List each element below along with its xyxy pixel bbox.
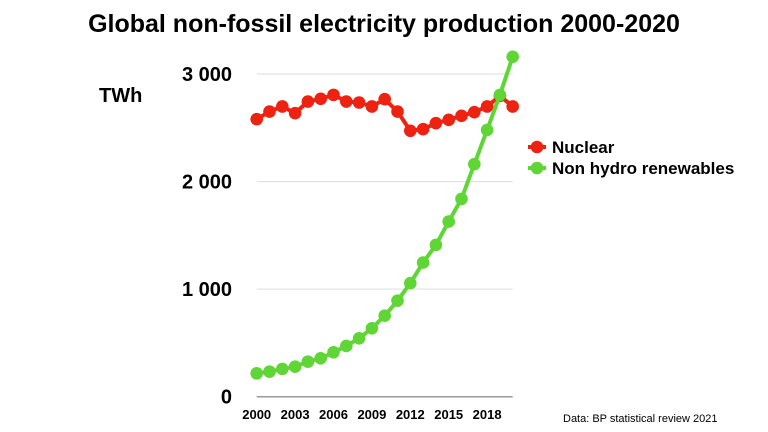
data-point bbox=[327, 88, 340, 102]
data-point bbox=[480, 100, 494, 113]
y-tick-label: 3 000 bbox=[182, 64, 232, 86]
data-point bbox=[506, 50, 519, 64]
data-point bbox=[429, 116, 443, 130]
y-tick-label: 1 000 bbox=[182, 279, 232, 301]
data-point bbox=[468, 105, 481, 119]
data-point bbox=[442, 215, 456, 228]
series-1 bbox=[250, 50, 519, 380]
source-annotation: Data: BP statistical review 2021 bbox=[563, 413, 717, 425]
x-tick-label: 2006 bbox=[319, 407, 348, 422]
legend-swatch-marker bbox=[530, 161, 544, 175]
data-point bbox=[455, 192, 468, 206]
data-point bbox=[378, 309, 392, 323]
data-point bbox=[493, 88, 507, 102]
series-0 bbox=[250, 88, 519, 138]
data-point bbox=[416, 256, 430, 269]
data-point bbox=[314, 92, 328, 106]
y-tick-label: 2 000 bbox=[182, 172, 232, 194]
data-point bbox=[468, 157, 481, 171]
data-point bbox=[263, 365, 276, 378]
data-point bbox=[301, 355, 315, 368]
data-point bbox=[352, 331, 366, 345]
legend-label: Non hydro renewables bbox=[552, 159, 734, 178]
data-point bbox=[455, 109, 468, 123]
data-point bbox=[391, 105, 404, 118]
data-point bbox=[314, 351, 328, 365]
data-point bbox=[250, 112, 263, 126]
data-point bbox=[365, 321, 379, 335]
data-point bbox=[442, 113, 456, 127]
x-tick-label: 2018 bbox=[473, 407, 502, 422]
data-point bbox=[288, 106, 302, 120]
data-point bbox=[506, 100, 519, 113]
data-point bbox=[301, 95, 315, 108]
data-point bbox=[378, 92, 392, 106]
data-point bbox=[480, 123, 494, 137]
x-tick-label: 2003 bbox=[281, 407, 310, 422]
chart-title: Global non-fossil electricity production… bbox=[88, 10, 680, 38]
y-tick-label: 0 bbox=[221, 387, 232, 409]
data-point bbox=[263, 105, 276, 118]
data-point bbox=[276, 362, 289, 376]
data-point bbox=[365, 100, 379, 113]
data-point bbox=[416, 122, 430, 136]
data-point bbox=[404, 124, 417, 138]
y-axis-label: TWh bbox=[99, 85, 142, 107]
data-point bbox=[429, 238, 443, 252]
data-point bbox=[327, 345, 340, 359]
x-tick-label: 2009 bbox=[357, 407, 386, 422]
legend-swatch-marker bbox=[530, 140, 544, 154]
data-point bbox=[250, 367, 263, 380]
data-point bbox=[352, 96, 366, 109]
legend-label: Nuclear bbox=[552, 138, 615, 157]
data-point bbox=[340, 95, 353, 108]
x-tick-label: 2015 bbox=[434, 407, 463, 422]
data-point bbox=[391, 294, 404, 307]
x-tick-label: 2000 bbox=[242, 407, 271, 422]
x-tick-label: 2012 bbox=[396, 407, 425, 422]
data-point bbox=[276, 100, 289, 113]
data-point bbox=[340, 339, 353, 353]
data-point bbox=[288, 360, 302, 373]
data-point bbox=[404, 276, 417, 290]
